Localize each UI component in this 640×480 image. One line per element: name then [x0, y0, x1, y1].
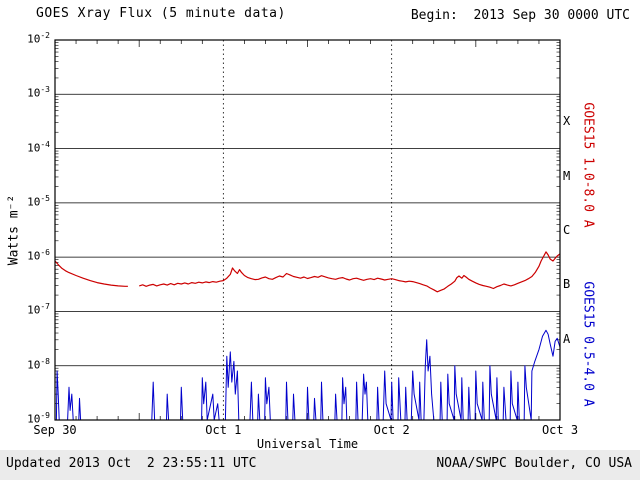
y-tick-label: 10-4 — [27, 139, 50, 155]
y-tick-label: 10-2 — [27, 31, 50, 46]
x-tick-label: Oct 3 — [541, 423, 579, 437]
y-tick-label: 10-5 — [27, 193, 50, 209]
x-axis-ticks — [75, 40, 540, 420]
y-tick-label: 10-6 — [27, 248, 50, 263]
flare-class-label: C — [563, 223, 571, 237]
chart-title: GOES Xray Flux (5 minute data) — [36, 6, 286, 21]
y-tick-label: 10-7 — [27, 302, 50, 318]
horizontal-gridlines — [55, 93, 560, 367]
flare-class-label: M — [563, 168, 571, 183]
x-tick-label: Oct 1 — [205, 423, 242, 437]
credit: NOAA/SWPC Boulder, CO USA — [436, 456, 632, 471]
y-axis-ticks — [55, 42, 560, 404]
updated-timestamp: Updated 2013 Oct 2 23:55:11 UTC — [6, 456, 257, 471]
day-boundary-gridlines — [222, 40, 393, 420]
x-axis-label: Universal Time — [256, 437, 359, 451]
y-tick-label: 10-9 — [27, 411, 50, 426]
y-tick-label: 10-3 — [27, 85, 50, 100]
series-short-wavelength-line — [55, 329, 560, 420]
flare-class-label: A — [563, 331, 571, 346]
y-tick-label: 10-8 — [27, 356, 50, 372]
begin-timestamp: Begin: 2013 Sep 30 0000 UTC — [410, 8, 630, 23]
plot-border — [54, 39, 561, 421]
x-tick-label: Oct 2 — [373, 423, 410, 437]
right-axis-series-label: GOES15 1.0-8.0 A — [580, 102, 596, 228]
x-tick-label: Sep 30 — [33, 423, 77, 437]
flare-class-label: X — [563, 114, 571, 129]
footer: Updated 2013 Oct 2 23:55:11 UTC NOAA/SWP… — [0, 450, 640, 480]
right-axis-series-label: GOES15 0.5-4.0 A — [580, 281, 596, 407]
flare-class-label: B — [563, 277, 571, 292]
series-long-wavelength-line — [55, 251, 560, 293]
